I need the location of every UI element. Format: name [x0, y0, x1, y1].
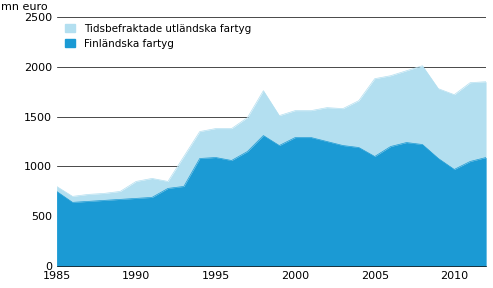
Y-axis label: mn euro: mn euro	[1, 2, 47, 12]
Legend: Tidsbefraktade utländska fartyg, Finländska fartyg: Tidsbefraktade utländska fartyg, Finländ…	[61, 19, 255, 53]
